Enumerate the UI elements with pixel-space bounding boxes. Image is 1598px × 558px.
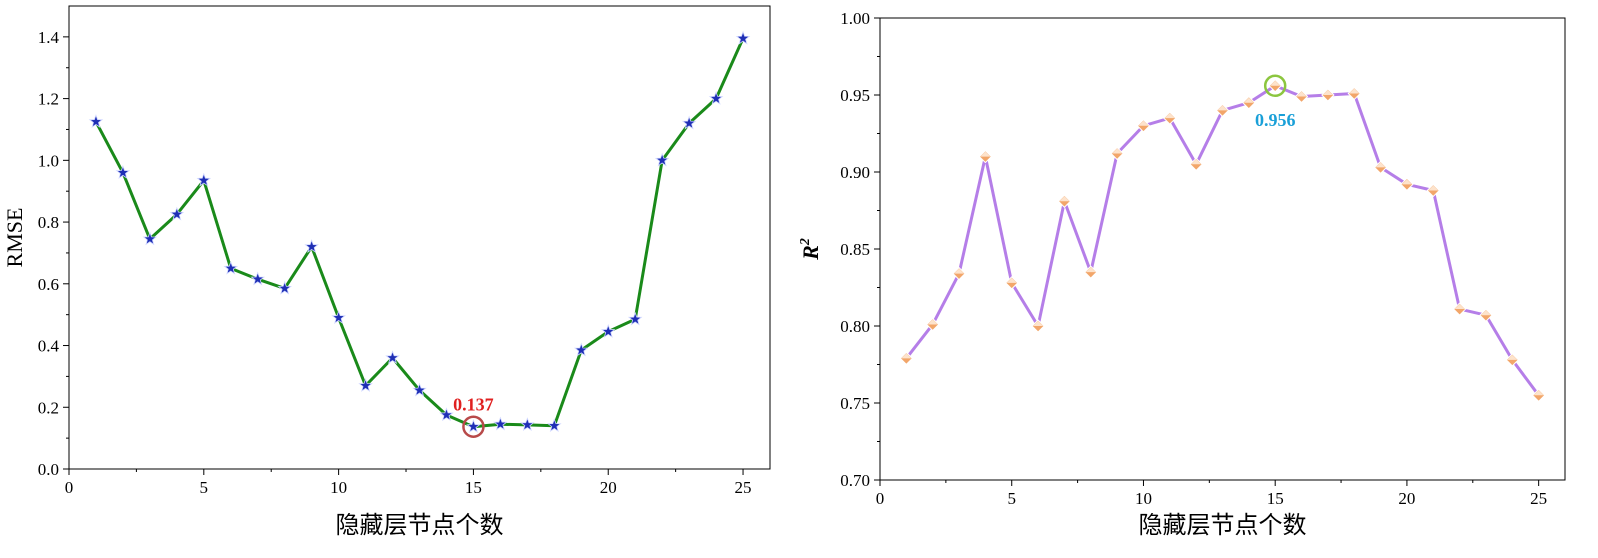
- data-point: [573, 342, 589, 357]
- x-tick-label: 25: [1530, 489, 1547, 508]
- data-point-highlight: [901, 353, 912, 359]
- data-point-highlight: [1191, 159, 1202, 165]
- y-tick-label: 1.4: [38, 28, 60, 47]
- data-point-highlight: [1428, 185, 1439, 191]
- series-line: [94, 37, 745, 429]
- data-point: [439, 407, 454, 422]
- y-tick-label: 0.85: [840, 240, 870, 259]
- data-point: [627, 311, 643, 326]
- x-tick-label: 0: [876, 489, 885, 508]
- data-point: [169, 206, 185, 221]
- x-tick-label: 10: [1135, 489, 1152, 508]
- x-tick-label: 15: [465, 478, 482, 497]
- y-tick-label: 1.2: [38, 90, 59, 109]
- data-point-highlight: [1401, 179, 1412, 185]
- x-tick-label: 25: [735, 478, 752, 497]
- data-point: [493, 416, 508, 431]
- data-point: [358, 377, 373, 392]
- y-tick-label: 0.0: [38, 460, 59, 479]
- y-tick-label: 0.8: [38, 213, 59, 232]
- y-axis-title-base: R: [798, 245, 823, 261]
- rmse-panel: 0 5 10 15 20 25 0.0 0.2 0.4 0.6 0.8 1.0 1.2 1.4 隐藏层节点个…: [2, 5, 771, 539]
- data-point: [277, 280, 292, 295]
- highlight-circle: [1263, 74, 1287, 98]
- data-point-highlight: [1322, 90, 1333, 95]
- y-tick-label: 0.2: [38, 398, 59, 417]
- data-point: [88, 114, 104, 128]
- data-point-highlight: [1059, 196, 1070, 202]
- series-line: [905, 84, 1540, 397]
- data-point: [385, 350, 400, 365]
- data-point: [520, 417, 535, 432]
- x-tick-label: 10: [330, 478, 347, 497]
- data-point-highlight: [1507, 354, 1518, 360]
- x-axis-title: 隐藏层节点个数: [336, 512, 504, 539]
- r2-panel: 0 5 10 15 20 25 0.70 0.75 0.80 0.85 0.90 0.95 1.00 隐藏…: [798, 9, 1566, 539]
- y-tick-label: 0.6: [38, 275, 59, 294]
- data-point-highlight: [1349, 88, 1360, 94]
- y-tick-label: 1.00: [840, 9, 870, 28]
- data-point: [708, 90, 724, 105]
- data-point-highlight: [927, 319, 938, 325]
- data-point-highlight: [1454, 304, 1465, 310]
- data-point: [115, 165, 131, 179]
- data-point-highlight: [1480, 310, 1491, 316]
- x-axis-title: 隐藏层节点个数: [1139, 512, 1307, 539]
- data-point: [223, 260, 239, 275]
- x-tick-label: 20: [1398, 489, 1415, 508]
- data-point: [142, 231, 158, 246]
- data-point: [681, 115, 697, 130]
- data-point: [412, 382, 427, 397]
- data-point-highlight: [1033, 321, 1044, 326]
- data-point-highlight: [1085, 267, 1096, 273]
- data-point: [196, 172, 212, 187]
- data-point: [304, 239, 319, 253]
- data-point: [547, 418, 562, 432]
- x-tick-label: 20: [600, 478, 617, 497]
- y-axis-title: R2: [798, 238, 823, 261]
- y-tick-label: 0.4: [38, 337, 60, 356]
- plot-frame: [879, 17, 1566, 481]
- annotation-label: 0.956: [1255, 110, 1296, 130]
- y-axis-title-superscript: 2: [798, 238, 813, 246]
- data-point-highlight: [1138, 120, 1149, 126]
- y-tick-label: 0.90: [840, 163, 870, 182]
- data-point: [600, 323, 616, 338]
- y-tick-label: 1.0: [38, 151, 59, 170]
- plot-frame: [68, 5, 771, 470]
- data-point-highlight: [1375, 162, 1386, 168]
- data-point: [331, 310, 346, 324]
- data-point: [250, 271, 266, 286]
- highlight-circle: [462, 415, 485, 438]
- annotation-label: 0.137: [453, 395, 494, 415]
- data-point-highlight: [954, 268, 965, 274]
- data-point-highlight: [1112, 148, 1123, 154]
- data-point-highlight: [1217, 105, 1228, 111]
- x-tick-label: 0: [65, 478, 74, 497]
- x-tick-label: 5: [200, 478, 209, 497]
- data-point-highlight: [1270, 80, 1281, 86]
- data-point: [735, 30, 751, 45]
- data-point-highlight: [1243, 97, 1254, 103]
- y-tick-label: 0.80: [840, 317, 870, 336]
- data-point-highlight: [1164, 113, 1175, 119]
- data-point-highlight: [1296, 91, 1307, 97]
- y-tick-label: 0.70: [840, 471, 870, 490]
- data-point: [466, 419, 481, 433]
- data-point-highlight: [1533, 390, 1544, 396]
- x-tick-label: 5: [1007, 489, 1016, 508]
- x-tick-label: 15: [1267, 489, 1284, 508]
- data-point-highlight: [1006, 277, 1017, 283]
- y-tick-label: 0.95: [840, 86, 870, 105]
- y-axis-title: RMSE: [2, 208, 27, 268]
- y-tick-label: 0.75: [840, 394, 870, 413]
- data-point: [654, 152, 670, 167]
- data-point-highlight: [980, 151, 991, 157]
